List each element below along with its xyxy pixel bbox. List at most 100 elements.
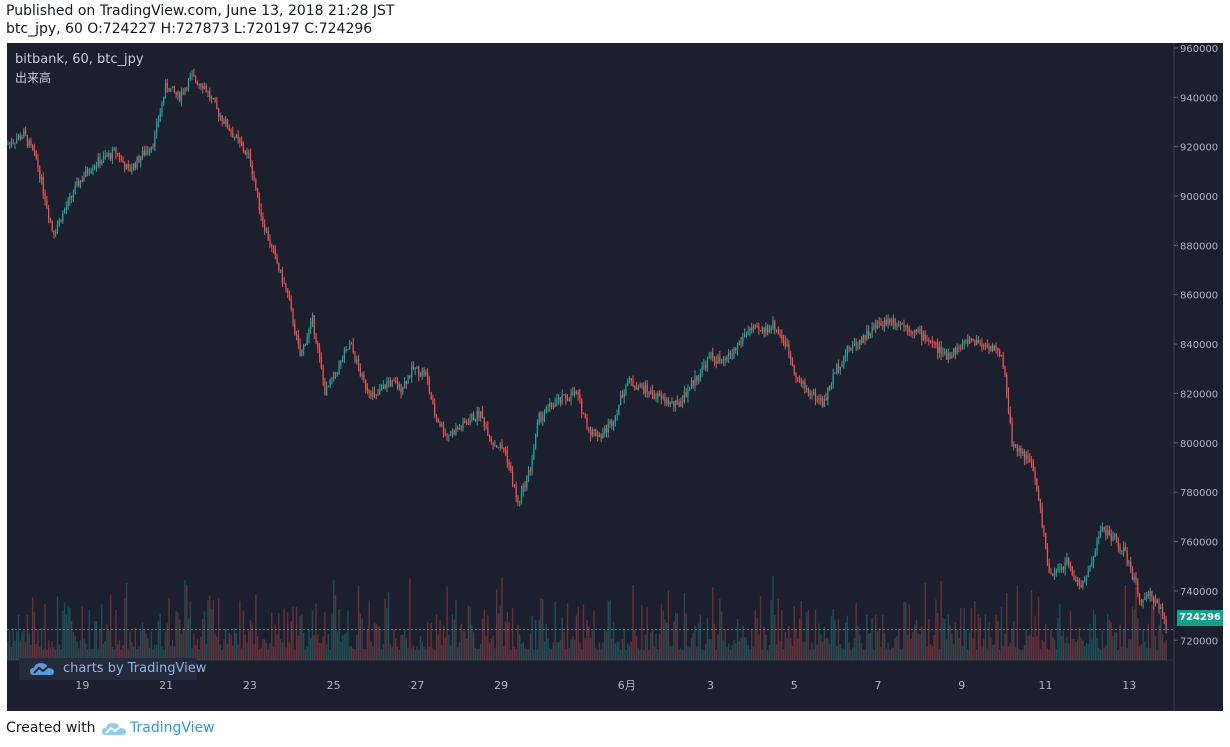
- volume-bar: [1023, 644, 1026, 660]
- volume-bar: [683, 593, 686, 660]
- candle-body: [807, 387, 809, 393]
- candle-body: [526, 476, 528, 489]
- candle-body: [722, 358, 724, 362]
- volume-bar: [1163, 642, 1166, 660]
- volume-bar: [127, 648, 130, 660]
- volume-bar: [122, 645, 124, 660]
- volume-bar: [116, 643, 119, 660]
- volume-bar: [1080, 637, 1082, 660]
- candle-body: [1165, 619, 1167, 630]
- candle-body: [581, 399, 583, 414]
- candle-body: [171, 86, 174, 89]
- volume-bar: [12, 628, 14, 660]
- candle-body: [414, 367, 416, 370]
- time-tick-label: 9: [958, 679, 965, 692]
- volume-bar: [979, 617, 981, 660]
- volume-bar: [301, 614, 303, 660]
- candle-body: [570, 392, 572, 401]
- candle-body: [42, 177, 44, 194]
- volume-bar: [485, 636, 487, 660]
- chart-panel[interactable]: 960000 940000 920000 900000 880000 860000 8400…: [7, 43, 1223, 711]
- candle-body: [967, 339, 969, 344]
- candle-body: [889, 318, 891, 324]
- candle-body: [903, 323, 905, 327]
- volume-bar: [786, 638, 788, 660]
- candle-body: [111, 149, 113, 159]
- candle-body: [751, 328, 753, 330]
- volume-bar: [186, 584, 188, 660]
- volume-bar: [600, 649, 602, 660]
- tradingview-watermark[interactable]: charts by TradingView: [19, 658, 206, 680]
- candle-body: [1156, 599, 1158, 603]
- candle-body: [398, 384, 400, 389]
- volume-bar: [419, 635, 422, 660]
- volume-bar: [487, 615, 489, 660]
- candle-body: [311, 315, 314, 322]
- volume-bar: [418, 649, 420, 660]
- candle-body: [747, 331, 749, 335]
- volume-bar: [430, 622, 432, 660]
- candle-body: [650, 389, 652, 395]
- volume-bar: [1124, 584, 1127, 660]
- volume-bar: [81, 606, 83, 660]
- candle-body: [524, 484, 526, 489]
- volume-bar: [1083, 645, 1086, 660]
- volume-bar: [164, 631, 167, 660]
- volume-bar: [495, 589, 498, 660]
- candle-body: [441, 424, 443, 426]
- candle-body: [1105, 529, 1107, 536]
- candle-body: [793, 365, 795, 374]
- volume-bar: [704, 643, 707, 660]
- volume-bar: [17, 614, 20, 660]
- candle-body: [786, 344, 788, 347]
- volume-bar: [294, 649, 296, 660]
- volume-bar: [975, 649, 978, 660]
- candle-body: [899, 323, 902, 326]
- volume-bar: [774, 614, 776, 660]
- volume-bar: [1128, 639, 1130, 660]
- volume-bar: [147, 638, 149, 660]
- volume-bar: [802, 642, 804, 660]
- volume-bar: [26, 614, 29, 660]
- candle-body: [906, 326, 909, 331]
- volume-bar: [1122, 628, 1125, 660]
- candle-body: [76, 181, 78, 186]
- volume-bar: [161, 646, 163, 660]
- candle-body: [896, 324, 898, 326]
- volume-bar: [148, 647, 151, 660]
- tradingview-footer-link[interactable]: TradingView: [130, 720, 215, 736]
- candle-body: [926, 340, 928, 342]
- volume-bar: [283, 608, 285, 660]
- candle-body: [882, 325, 884, 327]
- volume-bar: [44, 604, 46, 660]
- volume-bar: [1036, 636, 1038, 660]
- volume-bar: [265, 642, 268, 660]
- candle-body: [467, 423, 469, 425]
- candle-body: [597, 435, 599, 437]
- volume-bar: [1160, 610, 1162, 660]
- volume-bar: [292, 607, 294, 660]
- volume-bar: [304, 649, 307, 660]
- volume-bar: [1103, 648, 1105, 660]
- candle-body: [1013, 444, 1015, 447]
- volume-bar: [198, 649, 200, 660]
- volume-bar: [226, 644, 229, 660]
- candle-body: [290, 300, 292, 310]
- candle-body: [379, 389, 381, 395]
- candle-body: [595, 430, 597, 436]
- volume-bar: [664, 619, 666, 660]
- volume-bar: [549, 647, 551, 660]
- volume-bar: [986, 648, 988, 660]
- volume-bar: [217, 598, 220, 660]
- volume-bar: [1011, 628, 1013, 660]
- price-chart[interactable]: 960000 940000 920000 900000 880000 860000 8400…: [7, 43, 1223, 711]
- volume-bar: [1050, 630, 1052, 660]
- candle-body: [655, 398, 657, 400]
- volume-bar: [1121, 646, 1123, 660]
- volume-bar: [409, 578, 411, 660]
- candle-body: [216, 102, 218, 109]
- candle-body: [1064, 562, 1066, 570]
- candle-body: [781, 335, 783, 340]
- volume-bar: [1094, 614, 1096, 660]
- volume-bar: [580, 648, 583, 660]
